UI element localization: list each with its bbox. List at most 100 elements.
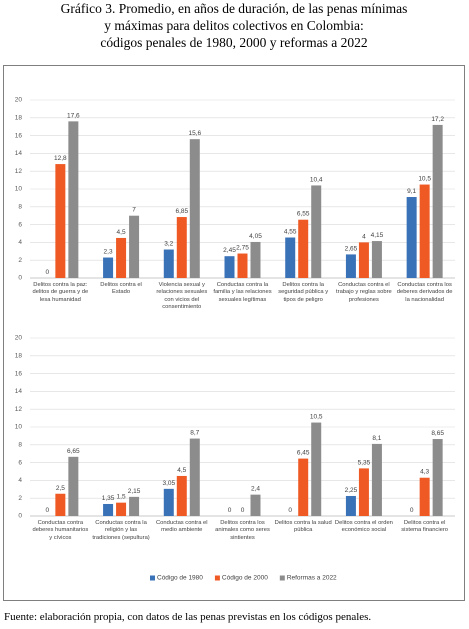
y-tick-label: 0 — [18, 513, 22, 520]
bar — [176, 475, 187, 516]
chart-frame — [3, 65, 465, 601]
value-label: 1,35 — [102, 495, 115, 502]
bar — [298, 219, 309, 278]
y-tick-label: 10 — [15, 186, 23, 193]
value-label: 6,65 — [67, 448, 80, 455]
value-label: 10,5 — [418, 176, 431, 183]
bar — [68, 121, 79, 278]
y-tick-label: 8 — [18, 204, 22, 211]
x-tick-label-box: Conductas contra la familia y las relaci… — [213, 282, 272, 303]
value-label: 2,3 — [104, 249, 113, 256]
bar — [129, 215, 140, 278]
legend-swatch — [214, 575, 220, 581]
value-label: 2,25 — [345, 487, 358, 494]
bar — [419, 184, 430, 278]
value-label: 2,65 — [345, 245, 358, 252]
bar — [237, 253, 248, 278]
x-tick-label: Conductas contra el medio ambiente — [155, 520, 208, 534]
value-label: 4,05 — [249, 233, 262, 240]
value-label: 2,4 — [251, 486, 260, 493]
bar — [285, 237, 296, 278]
bar — [406, 197, 417, 278]
y-tick-label: 18 — [15, 353, 23, 360]
value-label: 4,3 — [420, 469, 429, 476]
value-label: 4,5 — [117, 229, 126, 236]
y-tick-label: 6 — [18, 221, 22, 228]
y-tick-label: 8 — [18, 442, 22, 449]
x-tick-label: Delitos contra los animales como seres s… — [215, 520, 270, 541]
x-tick-label: Conductas contra el trabajo y reglas sob… — [336, 282, 392, 303]
bar — [311, 185, 322, 278]
x-tick-label: Delitos contra el sistema financiero — [401, 520, 448, 534]
bar — [116, 502, 127, 516]
value-label: 10,5 — [310, 414, 323, 421]
value-label: 8,1 — [372, 435, 381, 442]
bar — [176, 217, 187, 278]
value-label: 17,6 — [67, 112, 80, 119]
bar — [55, 164, 66, 278]
legend-label: Código de 2000 — [222, 575, 268, 582]
y-tick-label: 12 — [15, 168, 23, 175]
bar — [68, 456, 79, 516]
bar — [250, 241, 261, 278]
bar — [250, 494, 261, 516]
bar — [358, 242, 369, 278]
bar — [345, 254, 356, 278]
bar — [358, 468, 369, 516]
y-tick-label: 6 — [18, 459, 22, 466]
x-tick-label: Conductas contra la familia y las relaci… — [213, 282, 272, 303]
value-label: 2,75 — [236, 245, 249, 252]
x-tick-label-box: Violencia sexual y relaciones sexuales c… — [156, 282, 208, 311]
x-tick-label-box: Delitos contra la paz: delitos de guerra… — [32, 282, 89, 303]
value-label: 5,35 — [358, 459, 371, 466]
bar — [432, 124, 443, 278]
value-label: 4,5 — [177, 467, 186, 474]
value-label: 8,65 — [431, 430, 444, 437]
x-tick-label: Delitos contra la paz: delitos de guerra… — [32, 282, 89, 303]
x-tick-label: Delitos contra la salud pública — [274, 520, 332, 534]
y-tick-label: 14 — [15, 388, 23, 395]
x-tick-label-box: Conductas contra los deberes derivados d… — [396, 282, 453, 303]
x-tick-label: Delitos contra el orden económico social — [334, 520, 393, 534]
bar — [103, 503, 114, 516]
value-label: 6,55 — [297, 211, 310, 218]
bar — [163, 249, 174, 278]
y-tick-label: 2 — [18, 495, 22, 502]
bar — [55, 493, 66, 516]
y-tick-label: 10 — [15, 424, 23, 431]
value-label: 0 — [228, 507, 232, 514]
y-tick-label: 20 — [15, 335, 23, 342]
x-tick-label: Conductas contra los deberes derivados d… — [396, 282, 453, 303]
y-tick-label: 16 — [15, 370, 23, 377]
x-tick-label-box: Conductas contra el trabajo y reglas sob… — [336, 282, 392, 303]
x-tick-label-box: Delitos contra el sistema financiero — [401, 520, 448, 534]
x-tick-label-box: Delitos contra los animales como seres s… — [215, 520, 270, 541]
x-tick-label-box: Delitos contra el Estado — [100, 282, 142, 295]
x-tick-label: Conductas contra deberes humanitarios y … — [32, 520, 89, 541]
bar — [163, 488, 174, 516]
legend-swatch — [150, 575, 155, 581]
value-label: 2,15 — [128, 488, 141, 495]
bar — [311, 422, 322, 516]
bar — [189, 139, 200, 278]
x-tick-label-box: Delitos contra el orden económico social — [334, 520, 393, 534]
value-label: 7 — [132, 207, 136, 214]
value-label: 3,05 — [162, 480, 175, 487]
value-label: 6,85 — [175, 208, 188, 215]
x-tick-label-box: Conductas contra la religión y las tradi… — [92, 520, 149, 541]
y-tick-label: 20 — [15, 97, 23, 104]
x-tick-label: Violencia sexual y relaciones sexuales c… — [156, 282, 208, 311]
bar — [189, 438, 200, 516]
value-label: 0 — [46, 507, 50, 514]
source: Fuente: elaboración propia, con datos de… — [4, 611, 371, 623]
title-line: códigos penales de 1980, 2000 y reformas… — [100, 35, 367, 50]
bar — [129, 496, 140, 516]
y-tick-label: 4 — [18, 477, 22, 484]
x-tick-label-box: Conductas contra el medio ambiente — [155, 520, 208, 534]
value-label: 9,1 — [407, 188, 416, 195]
title-line: Gráfico 3. Promedio, en años de duración… — [61, 1, 408, 16]
bar — [371, 443, 382, 516]
bar — [345, 495, 356, 516]
y-tick-label: 16 — [15, 132, 23, 139]
